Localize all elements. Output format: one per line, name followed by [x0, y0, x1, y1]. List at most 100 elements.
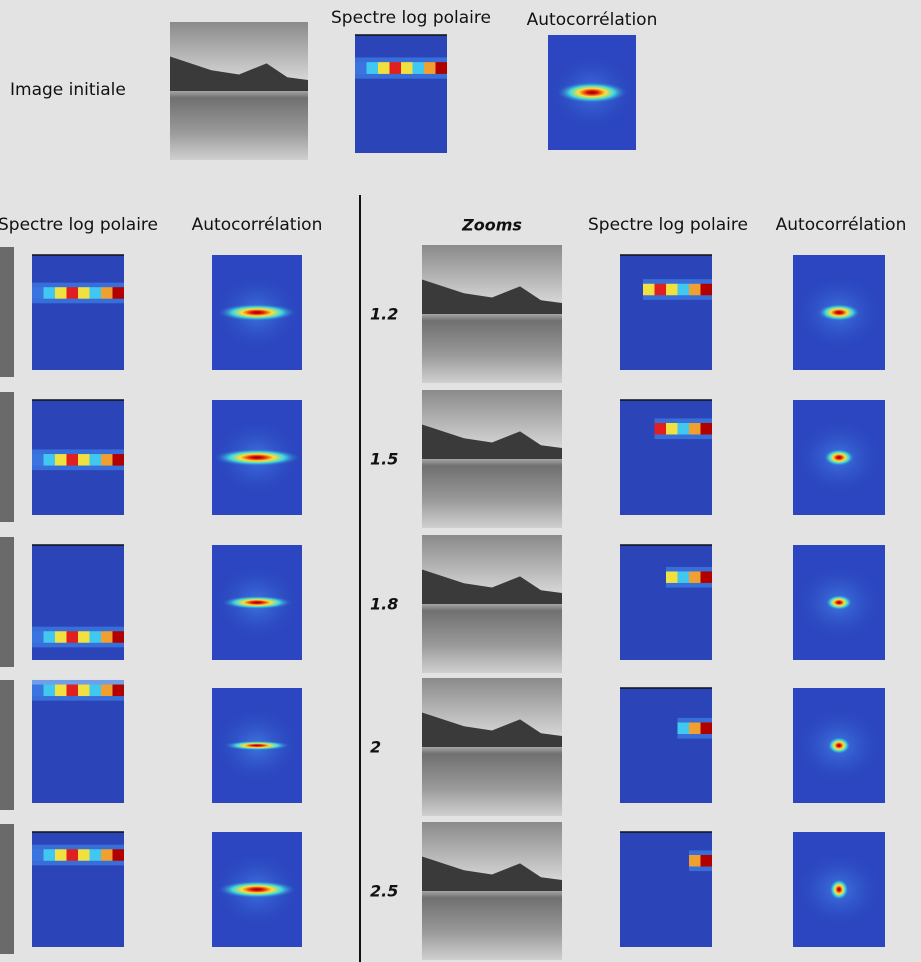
- spectrum-cell: [101, 849, 113, 861]
- spectrum-cell: [700, 423, 712, 435]
- spectrum-cell: [89, 287, 101, 299]
- autocorrelation-peak: [556, 81, 628, 104]
- spectrum-cell: [689, 855, 701, 867]
- spectrum-cell: [112, 631, 124, 643]
- spectrum-cell: [700, 283, 712, 296]
- autocorrelation-label: Autocorrélation: [776, 215, 907, 235]
- spectrum-cell: [66, 631, 78, 643]
- spectrum-map: [32, 255, 124, 370]
- spectrum-cell: [401, 62, 413, 74]
- spectrum-cell: [677, 722, 689, 734]
- spectrum-cell: [689, 571, 701, 583]
- spectrum-map: [620, 255, 712, 370]
- spectrum-cell: [689, 423, 701, 435]
- spectrum-map: [620, 545, 712, 660]
- spectrum-cell: [78, 287, 90, 299]
- photo-hills: [422, 856, 562, 891]
- spectrum-cell: [412, 62, 424, 74]
- spectrum-cell: [700, 571, 712, 583]
- spectrum-cell: [89, 454, 101, 466]
- spectrum-cell: [32, 849, 44, 861]
- photo-hills: [422, 424, 562, 459]
- spectrum-cell: [89, 849, 101, 861]
- spectrum-map: [620, 688, 712, 803]
- photo-hills: [422, 712, 562, 747]
- zooms-label: Zooms: [461, 216, 522, 235]
- spectrum-map: [32, 688, 124, 803]
- spectrum-cell: [700, 855, 712, 867]
- spectrum-cell: [677, 423, 689, 435]
- spectrum-map: [355, 35, 447, 153]
- spectrum-label: Spectre log polaire: [331, 8, 491, 28]
- autocorrelation-peak: [827, 736, 851, 755]
- spectrum-cell: [55, 849, 67, 861]
- zoom-factor: 1.5: [370, 450, 398, 469]
- spectrum-cell: [89, 684, 101, 697]
- photo-edge: [0, 247, 14, 377]
- spectrum-cell: [89, 631, 101, 643]
- spectrum-cell: [654, 423, 666, 435]
- spectrum-map: [620, 400, 712, 515]
- zoom-factor: 1.8: [370, 595, 398, 614]
- autocorrelation-peak: [823, 448, 855, 467]
- spectrum-cell: [78, 684, 90, 697]
- spectrum-cell: [666, 423, 678, 435]
- spectrum-cell: [355, 62, 367, 74]
- spectrum-cell: [78, 849, 90, 861]
- spectrum-cell: [700, 722, 712, 734]
- spectrum-cell: [55, 684, 67, 697]
- autocorrelation-peak: [217, 880, 297, 899]
- spectrum-cell: [666, 571, 678, 583]
- spectrum-cell: [78, 454, 90, 466]
- spectrum-cell: [101, 287, 113, 299]
- spectrum-cell: [43, 287, 55, 299]
- spectrum-cell: [43, 849, 55, 861]
- spectrum-cell: [112, 849, 124, 861]
- spectrum-cell: [66, 454, 78, 466]
- spectrum-map: [620, 832, 712, 947]
- photo-edge: [0, 392, 14, 522]
- spectrum-cell: [424, 62, 436, 74]
- spectrum-cell: [43, 631, 55, 643]
- spectrum-cell: [112, 287, 124, 299]
- spectrum-cell: [66, 849, 78, 861]
- spectrum-cell: [55, 454, 67, 466]
- autocorrelation-label: Autocorrélation: [527, 10, 658, 30]
- spectrum-cell: [654, 283, 666, 296]
- spectrum-cell: [112, 684, 124, 697]
- photo-hills: [170, 56, 308, 91]
- spectrum-cell: [66, 684, 78, 697]
- photo-edge: [0, 537, 14, 667]
- spectrum-cell: [55, 631, 67, 643]
- autocorrelation-label: Autocorrélation: [192, 215, 323, 235]
- spectrum-cell: [112, 454, 124, 466]
- spectrum-cell: [435, 62, 447, 74]
- zoom-factor: 1.2: [370, 305, 398, 324]
- spectrum-cell: [643, 283, 655, 296]
- photo-hills: [422, 569, 562, 604]
- autocorrelation-peak: [817, 303, 861, 322]
- autocorrelation-peak: [825, 594, 853, 611]
- spectrum-label: Spectre log polaire: [0, 215, 158, 235]
- photo-edge: [0, 824, 14, 954]
- spectrum-cell: [101, 454, 113, 466]
- spectrum-cell: [32, 287, 44, 299]
- spectrum-cell: [666, 283, 678, 296]
- spectrum-cell: [689, 283, 701, 296]
- autocorrelation-peak: [829, 878, 849, 901]
- spectrum-cell: [389, 62, 401, 74]
- spectrum-cell: [43, 454, 55, 466]
- photo-edge: [0, 680, 14, 810]
- spectrum-cell: [366, 62, 378, 74]
- spectrum-cell: [32, 684, 44, 697]
- autocorrelation-peak: [221, 595, 293, 610]
- photo-hills: [422, 279, 562, 314]
- zoom-factor: 2.5: [370, 882, 398, 901]
- spectrum-cell: [677, 283, 689, 296]
- spectrum-cell: [378, 62, 390, 74]
- spectrum-cell: [55, 287, 67, 299]
- autocorrelation-peak: [217, 303, 297, 322]
- spectrum-label: Spectre log polaire: [588, 215, 748, 235]
- autocorrelation-peak: [213, 448, 301, 467]
